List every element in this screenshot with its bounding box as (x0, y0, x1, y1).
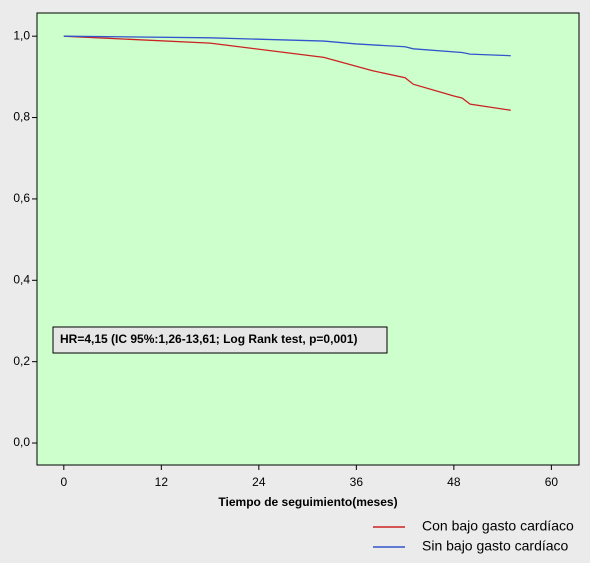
plot-area (36, 12, 580, 466)
x-axis-label: Tiempo de seguimiento(meses) (218, 495, 397, 509)
y-tick-label: 1,0 (13, 28, 30, 42)
annotation: HR=4,15 (IC 95%:1,26-13,61; Log Rank tes… (60, 332, 357, 346)
legend-label: Con bajo gasto cardíaco (422, 518, 574, 534)
annotation-box (52, 326, 388, 354)
survival-curve (63, 35, 511, 57)
x-tick-label: 24 (252, 475, 266, 489)
x-tick-label: 12 (155, 475, 169, 489)
y-tick-label: 0,8 (13, 110, 30, 124)
survival-curve (63, 35, 511, 111)
x-tick-label: 60 (545, 475, 559, 489)
y-tick-label: 0,0 (13, 435, 30, 449)
x-tick-label: 48 (447, 475, 461, 489)
y-tick-label: 0,2 (13, 354, 30, 368)
y-tick-label: 0,6 (13, 191, 30, 205)
x-tick-label: 36 (350, 475, 364, 489)
legend-label: Sin bajo gasto cardíaco (422, 538, 569, 554)
y-tick-label: 0,4 (13, 272, 30, 286)
x-tick-label: 0 (60, 475, 67, 489)
